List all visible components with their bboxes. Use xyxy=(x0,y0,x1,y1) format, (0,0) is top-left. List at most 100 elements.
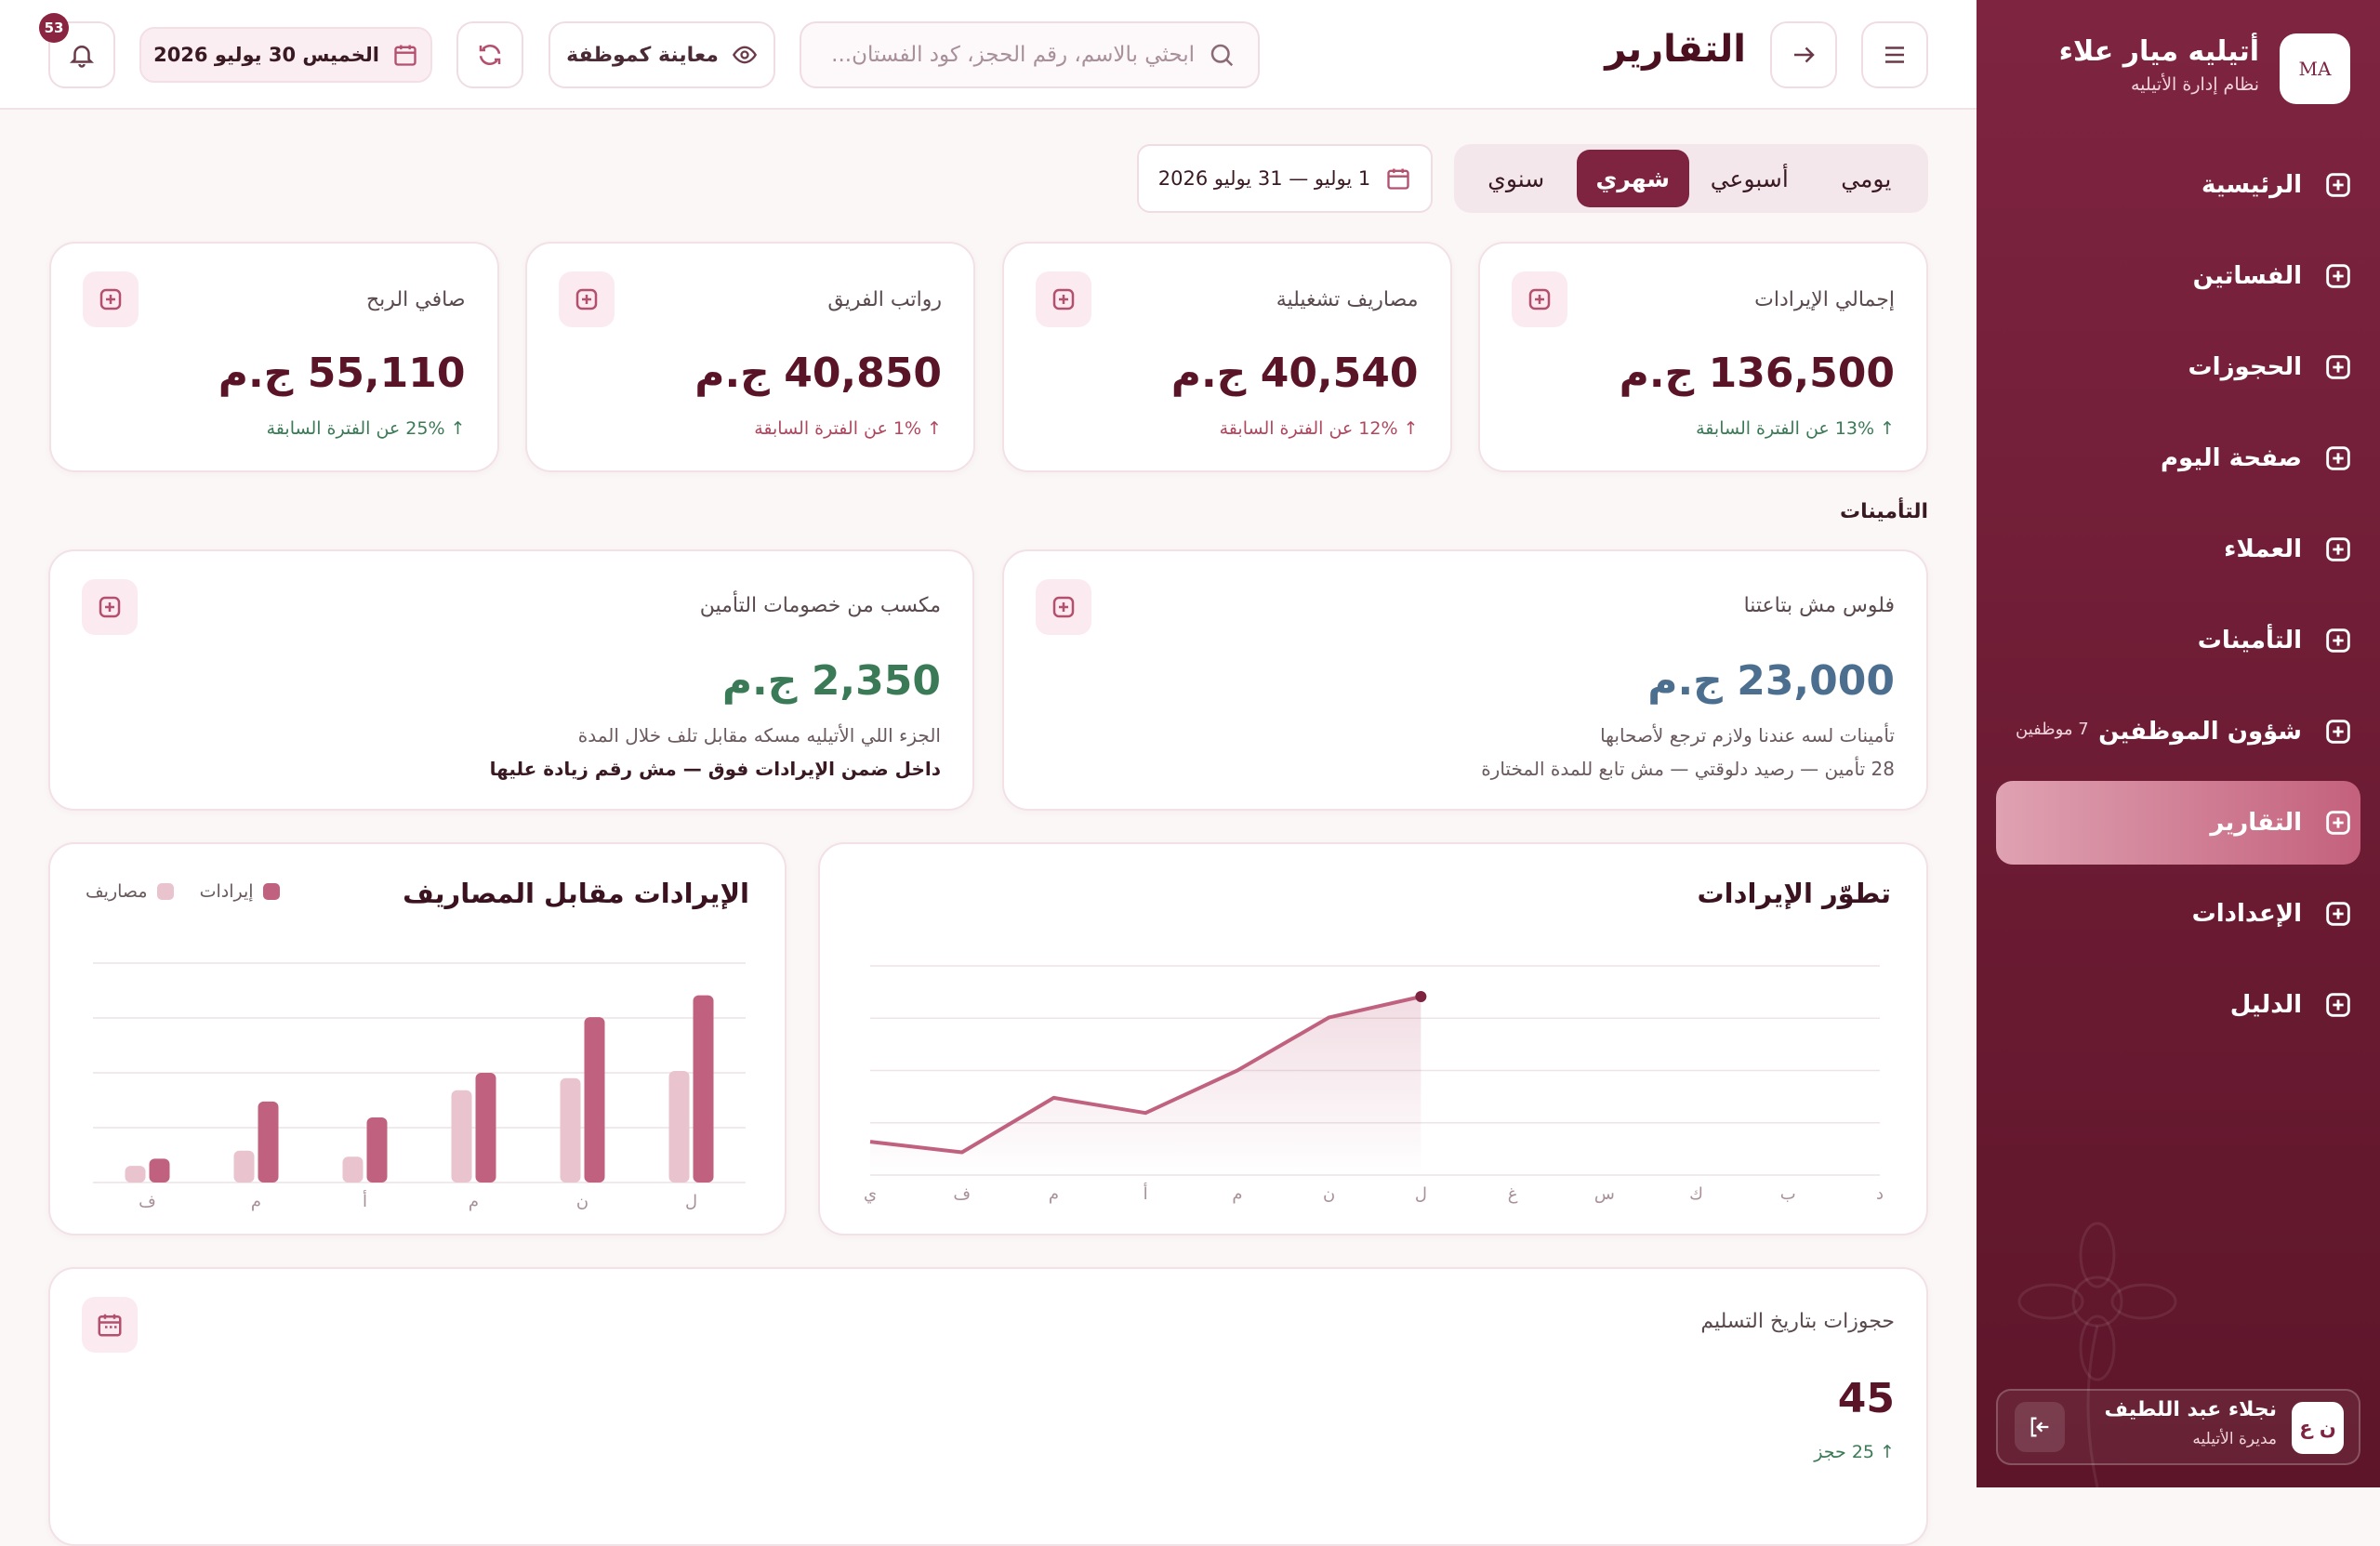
card-value: 2,350 ج.م xyxy=(721,657,941,705)
nav-item[interactable]: التأمينات xyxy=(2198,601,2354,681)
sidebar: MA أتيليه ميار علاء نظام إدارة الأتيليه … xyxy=(1977,0,2380,1487)
x-tick-label: ف xyxy=(953,1184,971,1204)
period-tab[interactable]: شهري xyxy=(1576,150,1689,207)
date-range[interactable]: 1 يوليو — 31 يوليو 2026 xyxy=(1137,144,1433,213)
icon-shape xyxy=(2333,544,2344,555)
user-name: نجلاء عبد اللطيف xyxy=(2104,1398,2278,1421)
deliveries-card: حجوزات بتاريخ التسليم 45 ↑ 25 حجز xyxy=(48,1267,1928,1546)
icon-shape xyxy=(2326,264,2350,288)
eye-icon xyxy=(732,46,757,64)
icon-shape xyxy=(2326,537,2350,562)
nav-item[interactable]: شؤون الموظفين xyxy=(2098,692,2354,772)
nav-label: التأمينات xyxy=(2197,627,2302,654)
icon-shape xyxy=(2326,811,2350,835)
search-box[interactable]: ابحثي بالاسم، رقم الحجز، كود الفستان... xyxy=(800,21,1260,88)
nav-label: الحجوزات xyxy=(2188,353,2302,381)
legend-swatch xyxy=(262,883,280,900)
card-value: 23,000 ج.م xyxy=(1647,657,1895,705)
card-value: 40,540 ج.م xyxy=(1170,350,1419,397)
legend-label: مصاريف xyxy=(86,881,148,902)
nav-label: الدليل xyxy=(2229,991,2302,1019)
period-tab[interactable]: أسبوعي xyxy=(1710,165,1789,192)
x-tick-label: ك xyxy=(1689,1184,1703,1204)
today-date: الخميس 30 يوليو 2026 xyxy=(153,44,379,66)
icon-shape xyxy=(2333,453,2344,464)
menu-button[interactable] xyxy=(1861,21,1928,88)
icon-shape xyxy=(105,602,114,612)
legend-item: إيرادات xyxy=(200,881,280,902)
icon xyxy=(99,596,121,618)
back-button[interactable] xyxy=(1770,21,1837,88)
nav-item[interactable]: صفحة اليوم xyxy=(2161,418,2354,498)
icon-shape xyxy=(1535,295,1544,304)
icon xyxy=(2326,993,2350,1017)
icon-shape xyxy=(1052,288,1074,311)
search-placeholder: ابحثي بالاسم، رقم الحجز، كود الفستان... xyxy=(831,43,1195,67)
icon xyxy=(2326,173,2350,197)
period-tab[interactable]: سنوي xyxy=(1488,165,1545,192)
icon-shape xyxy=(1058,295,1068,304)
refresh-button[interactable] xyxy=(456,21,523,88)
card-label: حجوزات بتاريخ التسليم xyxy=(1700,1310,1895,1333)
x-tick-label: ل xyxy=(685,1192,697,1211)
bar xyxy=(475,1073,496,1183)
legend-label: إيرادات xyxy=(199,881,254,902)
icon xyxy=(2326,537,2350,562)
nav-item[interactable]: العملاء xyxy=(2224,509,2354,589)
kpi-card: صافي الربح 55,110 ج.م ↑ 25% عن الفترة السا… xyxy=(48,242,499,472)
icon-shape xyxy=(2326,628,2350,653)
card-label: فلوس مش بتاعتنا xyxy=(1743,594,1895,617)
nav-label: الفساتين xyxy=(2192,262,2302,290)
icon-box xyxy=(82,271,139,327)
icon xyxy=(1052,596,1075,618)
icon xyxy=(1052,288,1074,311)
nav-item[interactable]: التقارير xyxy=(2210,783,2354,863)
nav-item[interactable]: الفساتين xyxy=(2193,236,2354,316)
icon xyxy=(2326,902,2350,926)
insurance-card: مكسب من خصومات التأمين 2,350 ج.م الجزء الل… xyxy=(48,549,974,811)
x-tick-label: د xyxy=(1876,1184,1884,1204)
icon-shape xyxy=(99,596,121,618)
x-tick-label: ل xyxy=(1415,1184,1427,1204)
search-icon xyxy=(1210,44,1234,67)
icon-shape xyxy=(1052,596,1075,618)
bar xyxy=(233,1150,255,1183)
x-tick-label: ب xyxy=(1780,1184,1796,1204)
nav-item[interactable]: الإعدادات xyxy=(2192,874,2354,954)
icon-shape xyxy=(2333,908,2344,919)
icon xyxy=(2326,628,2350,653)
x-tick-label: س xyxy=(1594,1184,1615,1204)
point xyxy=(1415,991,1427,1003)
icon-shape xyxy=(2326,902,2350,926)
bell-icon xyxy=(69,46,95,68)
legend-item: مصاريف xyxy=(86,881,174,902)
x-tick-label: ف xyxy=(139,1192,156,1211)
icon-box xyxy=(82,1297,138,1353)
date-range-text: 1 يوليو — 31 يوليو 2026 xyxy=(1157,167,1371,190)
nav-item[interactable]: الحجوزات xyxy=(2188,327,2354,407)
bar xyxy=(584,1017,605,1183)
icon xyxy=(2326,264,2350,288)
icon xyxy=(2326,355,2350,379)
card-label: إجمالي الإيرادات xyxy=(1754,288,1895,311)
icon-shape xyxy=(2326,993,2350,1017)
chart-title: تطوّر الإيرادات xyxy=(1697,878,1891,909)
x-tick-label: م xyxy=(1049,1184,1059,1204)
logout-button[interactable] xyxy=(2015,1402,2065,1452)
icon xyxy=(2326,720,2350,744)
nav-item[interactable]: الرئيسية xyxy=(2202,145,2354,225)
decoration xyxy=(2017,1222,2177,1487)
nav-badge: 7 موظفين xyxy=(2016,720,2089,739)
nav-item[interactable]: الدليل xyxy=(2230,965,2354,1045)
icon-box xyxy=(1512,271,1567,327)
card-note: الجزء اللي الأتيليه مسكه مقابل تلف خلال … xyxy=(577,724,941,747)
brand-subtitle: نظام إدارة الأتيليه xyxy=(2130,74,2259,95)
user-card: ن ع نجلاء عبد اللطيف مديرة الأتيليه xyxy=(1996,1389,2360,1465)
period-tab[interactable]: يومي xyxy=(1841,165,1892,192)
preview-button[interactable]: معاينة كموظفة xyxy=(549,21,775,88)
nav-active-bg xyxy=(1996,781,2360,865)
legend-swatch xyxy=(156,883,174,900)
icon-shape xyxy=(2333,271,2344,282)
